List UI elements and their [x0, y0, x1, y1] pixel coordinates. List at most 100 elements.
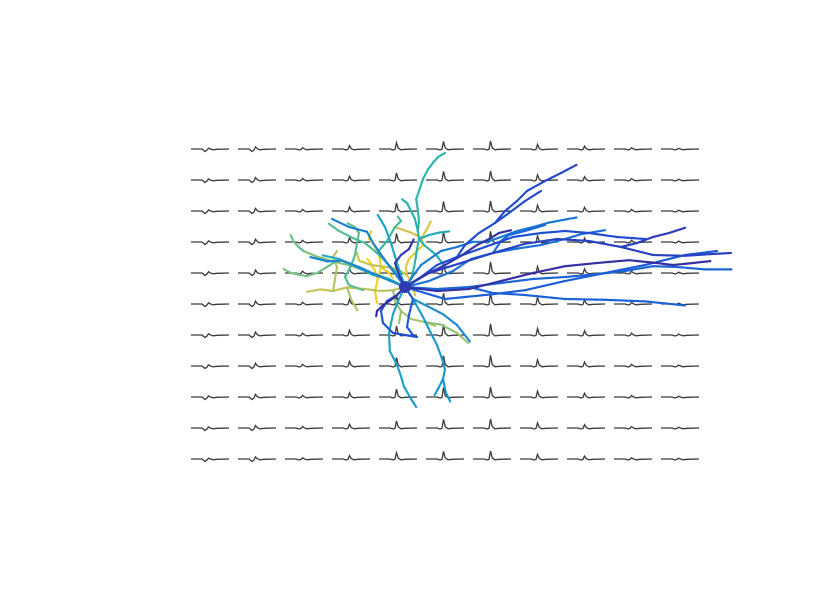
neurite-segment	[435, 253, 443, 263]
neurite-segment	[407, 237, 415, 251]
waveform-trace	[285, 425, 324, 430]
waveform-trace	[332, 144, 371, 151]
neurite-segment	[651, 265, 679, 269]
neurite-segment	[441, 368, 447, 381]
neurite-segment	[619, 245, 655, 257]
neurite-segment	[400, 197, 409, 205]
neurite-segment	[420, 227, 429, 239]
neurite-segment	[405, 201, 413, 213]
neurite-segment	[433, 387, 440, 397]
waveform-trace	[238, 145, 277, 153]
waveform-trace	[473, 418, 512, 430]
waveform-trace	[426, 201, 465, 213]
neurite-segment	[523, 223, 547, 233]
neurite-segment	[292, 240, 300, 249]
neurite-segment	[467, 279, 503, 291]
neurite-segment	[363, 241, 379, 255]
neurite-segment	[463, 293, 495, 299]
waveform-trace	[379, 140, 418, 151]
waveform-trace	[191, 209, 230, 215]
neurite-segment	[427, 160, 435, 171]
waveform-trace	[332, 454, 371, 461]
waveform-grid	[191, 140, 700, 463]
waveform-trace	[567, 175, 606, 182]
waveform-trace	[661, 147, 700, 151]
neurite-segment	[393, 299, 403, 313]
neurite-segment	[417, 237, 427, 247]
neurite-segment	[366, 257, 372, 265]
neurite-segment	[340, 259, 361, 269]
waveform-trace	[473, 450, 512, 461]
waveform-trace	[191, 270, 230, 277]
neurite-segment	[421, 167, 430, 181]
neurite-segment	[459, 251, 495, 265]
neurite-segment	[503, 199, 519, 213]
neurite-segment	[397, 309, 403, 325]
neurite-segment	[289, 233, 295, 243]
neurite-segment	[683, 249, 719, 257]
neurite-segment	[523, 237, 559, 245]
neurite-segment	[439, 245, 459, 253]
waveform-trace	[520, 325, 559, 337]
neurite-segment	[373, 289, 379, 305]
neurite-segment	[563, 271, 607, 283]
waveform-trace	[285, 177, 324, 182]
neurite-segment	[423, 291, 447, 301]
neurite-segment	[459, 243, 479, 257]
neurite-segment	[365, 230, 375, 245]
waveform-trace	[473, 170, 512, 182]
neurite-segment	[333, 260, 353, 267]
waveform-trace	[520, 294, 559, 306]
neurite-segment	[439, 323, 459, 335]
soma	[399, 281, 411, 293]
waveform-trace	[238, 393, 277, 401]
neurite-segment	[627, 259, 655, 264]
neurite-segment	[415, 197, 419, 211]
waveform-trace	[285, 456, 324, 461]
neurite-segment	[455, 331, 470, 345]
neurite-segment	[391, 331, 407, 337]
neurite-segment	[415, 237, 421, 251]
neurite-segment	[337, 229, 357, 241]
neurite-segment	[353, 237, 367, 245]
waveform-trace	[661, 209, 700, 213]
neurite-segment	[487, 231, 501, 241]
neurite-segment	[587, 239, 623, 249]
neurite-segment	[404, 257, 411, 269]
neurite-segment	[595, 259, 631, 265]
neurite-segment	[559, 163, 579, 175]
neurite-segment	[325, 260, 337, 269]
neurite-segment	[321, 254, 341, 261]
neurite-segment	[523, 279, 567, 292]
waveform-trace	[661, 364, 700, 368]
neurite-segment	[563, 233, 583, 241]
neurite-segment	[399, 375, 405, 388]
neurite-segment	[414, 247, 419, 259]
neurite-segment	[651, 253, 687, 257]
neurite-segment	[402, 385, 413, 401]
waveform-trace	[426, 293, 465, 306]
neurite-segment	[413, 217, 419, 233]
neurite-segment	[523, 293, 567, 301]
neurite-segment	[493, 209, 507, 225]
waveform-trace	[238, 424, 277, 432]
neurite-segment	[671, 261, 695, 267]
waveform-trace	[238, 330, 277, 339]
neurite-segment	[417, 177, 425, 193]
neurite-segment	[347, 225, 369, 233]
neurite-segment	[423, 321, 443, 326]
waveform-trace	[567, 205, 606, 213]
waveform-trace	[567, 144, 606, 151]
neurite-segment	[515, 243, 543, 250]
waveform-trace	[191, 301, 230, 308]
waveform-trace	[426, 387, 465, 399]
neurite-segment	[377, 253, 383, 269]
neurite-segment	[427, 231, 441, 237]
waveform-trace	[191, 240, 230, 246]
neurite-segment	[507, 229, 527, 237]
neurite-segment	[515, 189, 529, 203]
neurite-segment	[416, 208, 421, 223]
waveform-trace	[520, 202, 559, 213]
neurite-segment	[415, 189, 421, 201]
neurite-segment	[563, 261, 599, 268]
